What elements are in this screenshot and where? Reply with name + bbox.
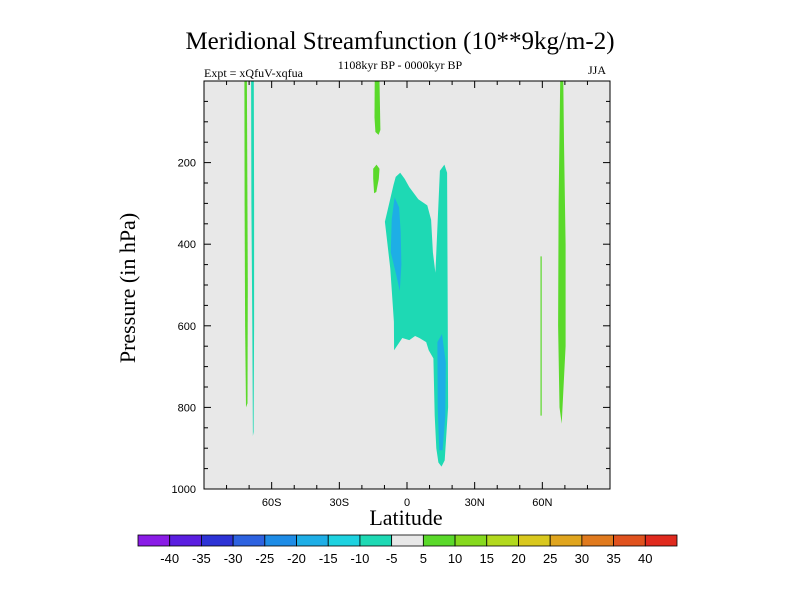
colorbar-swatch (581, 534, 614, 547)
y-tick-label: 1000 (172, 484, 196, 496)
colorbar-swatch (549, 534, 583, 547)
x-axis-label: Latitude (369, 505, 443, 530)
colorbar-swatch (232, 534, 266, 547)
contour-region-8 (540, 256, 542, 416)
colorbar-swatch (327, 534, 361, 547)
y-tick-label: 400 (178, 239, 196, 251)
center-subtitle: 1108kyr BP - 0000kyr BP (337, 58, 463, 72)
colorbar: -40 -35 -30 -25 -20 -15 -10 -5 5 10 15 20 25 30 35 40 (137, 534, 678, 566)
colorbar-label: 30 (575, 551, 589, 566)
y-tick-label: 800 (178, 402, 196, 414)
colorbar-swatch (613, 534, 646, 547)
colorbar-swatch (644, 534, 678, 547)
colorbar-swatch (264, 534, 297, 547)
colorbar-label: 15 (480, 551, 494, 566)
x-tick-label: 60N (532, 497, 552, 509)
colorbar-label: 10 (448, 551, 462, 566)
colorbar-label: -40 (160, 551, 179, 566)
axis-layer: 200 400 600 800 1000 60S 30S 0 30N 60N (172, 80, 611, 509)
colorbar-label: -20 (287, 551, 306, 566)
colorbar-label: -5 (386, 551, 398, 566)
y-tick-label: 200 (178, 158, 196, 170)
colorbar-label: 5 (420, 551, 427, 566)
right-subtitle: JJA (588, 63, 607, 77)
colorbar-label: -30 (224, 551, 243, 566)
colorbar-swatch (518, 534, 551, 547)
colorbar-label: 40 (638, 551, 652, 566)
contour-region-4 (373, 164, 380, 194)
colorbar-label: 20 (511, 551, 525, 566)
colorbar-swatch (454, 534, 488, 547)
y-tick-label: 600 (178, 321, 196, 333)
colorbar-swatch (422, 534, 456, 547)
colorbar-label: -35 (192, 551, 211, 566)
colorbar-label: -10 (351, 551, 370, 566)
contour-region-2 (251, 81, 255, 436)
x-tick-label: 30S (330, 497, 350, 509)
plot-layer (204, 81, 610, 489)
left-subtitle: Expt = xQfuV-xqfua (204, 66, 303, 80)
colorbar-label: -15 (319, 551, 338, 566)
colorbar-label: 35 (606, 551, 620, 566)
contour-region-6 (390, 197, 402, 292)
contour-region-3 (374, 81, 381, 135)
colorbar-label: 25 (543, 551, 557, 566)
colorbar-swatch (201, 534, 234, 547)
x-tick-label: 30N (465, 497, 485, 509)
contour-region-1 (244, 81, 248, 408)
contour-region-7 (437, 334, 446, 451)
colorbar-swatch (296, 534, 329, 547)
colorbar-swatch (137, 534, 171, 547)
x-tick-label: 0 (404, 497, 410, 509)
chart-title: Meridional Streamfunction (10**9kg/m-2) (185, 28, 615, 55)
colorbar-swatch (359, 534, 393, 547)
colorbar-label: -25 (255, 551, 274, 566)
colorbar-swatch (486, 534, 519, 547)
contour-region-9 (558, 81, 566, 424)
colorbar-swatch (391, 534, 424, 547)
colorbar-swatch (169, 534, 202, 547)
x-tick-label: 60S (262, 497, 282, 509)
